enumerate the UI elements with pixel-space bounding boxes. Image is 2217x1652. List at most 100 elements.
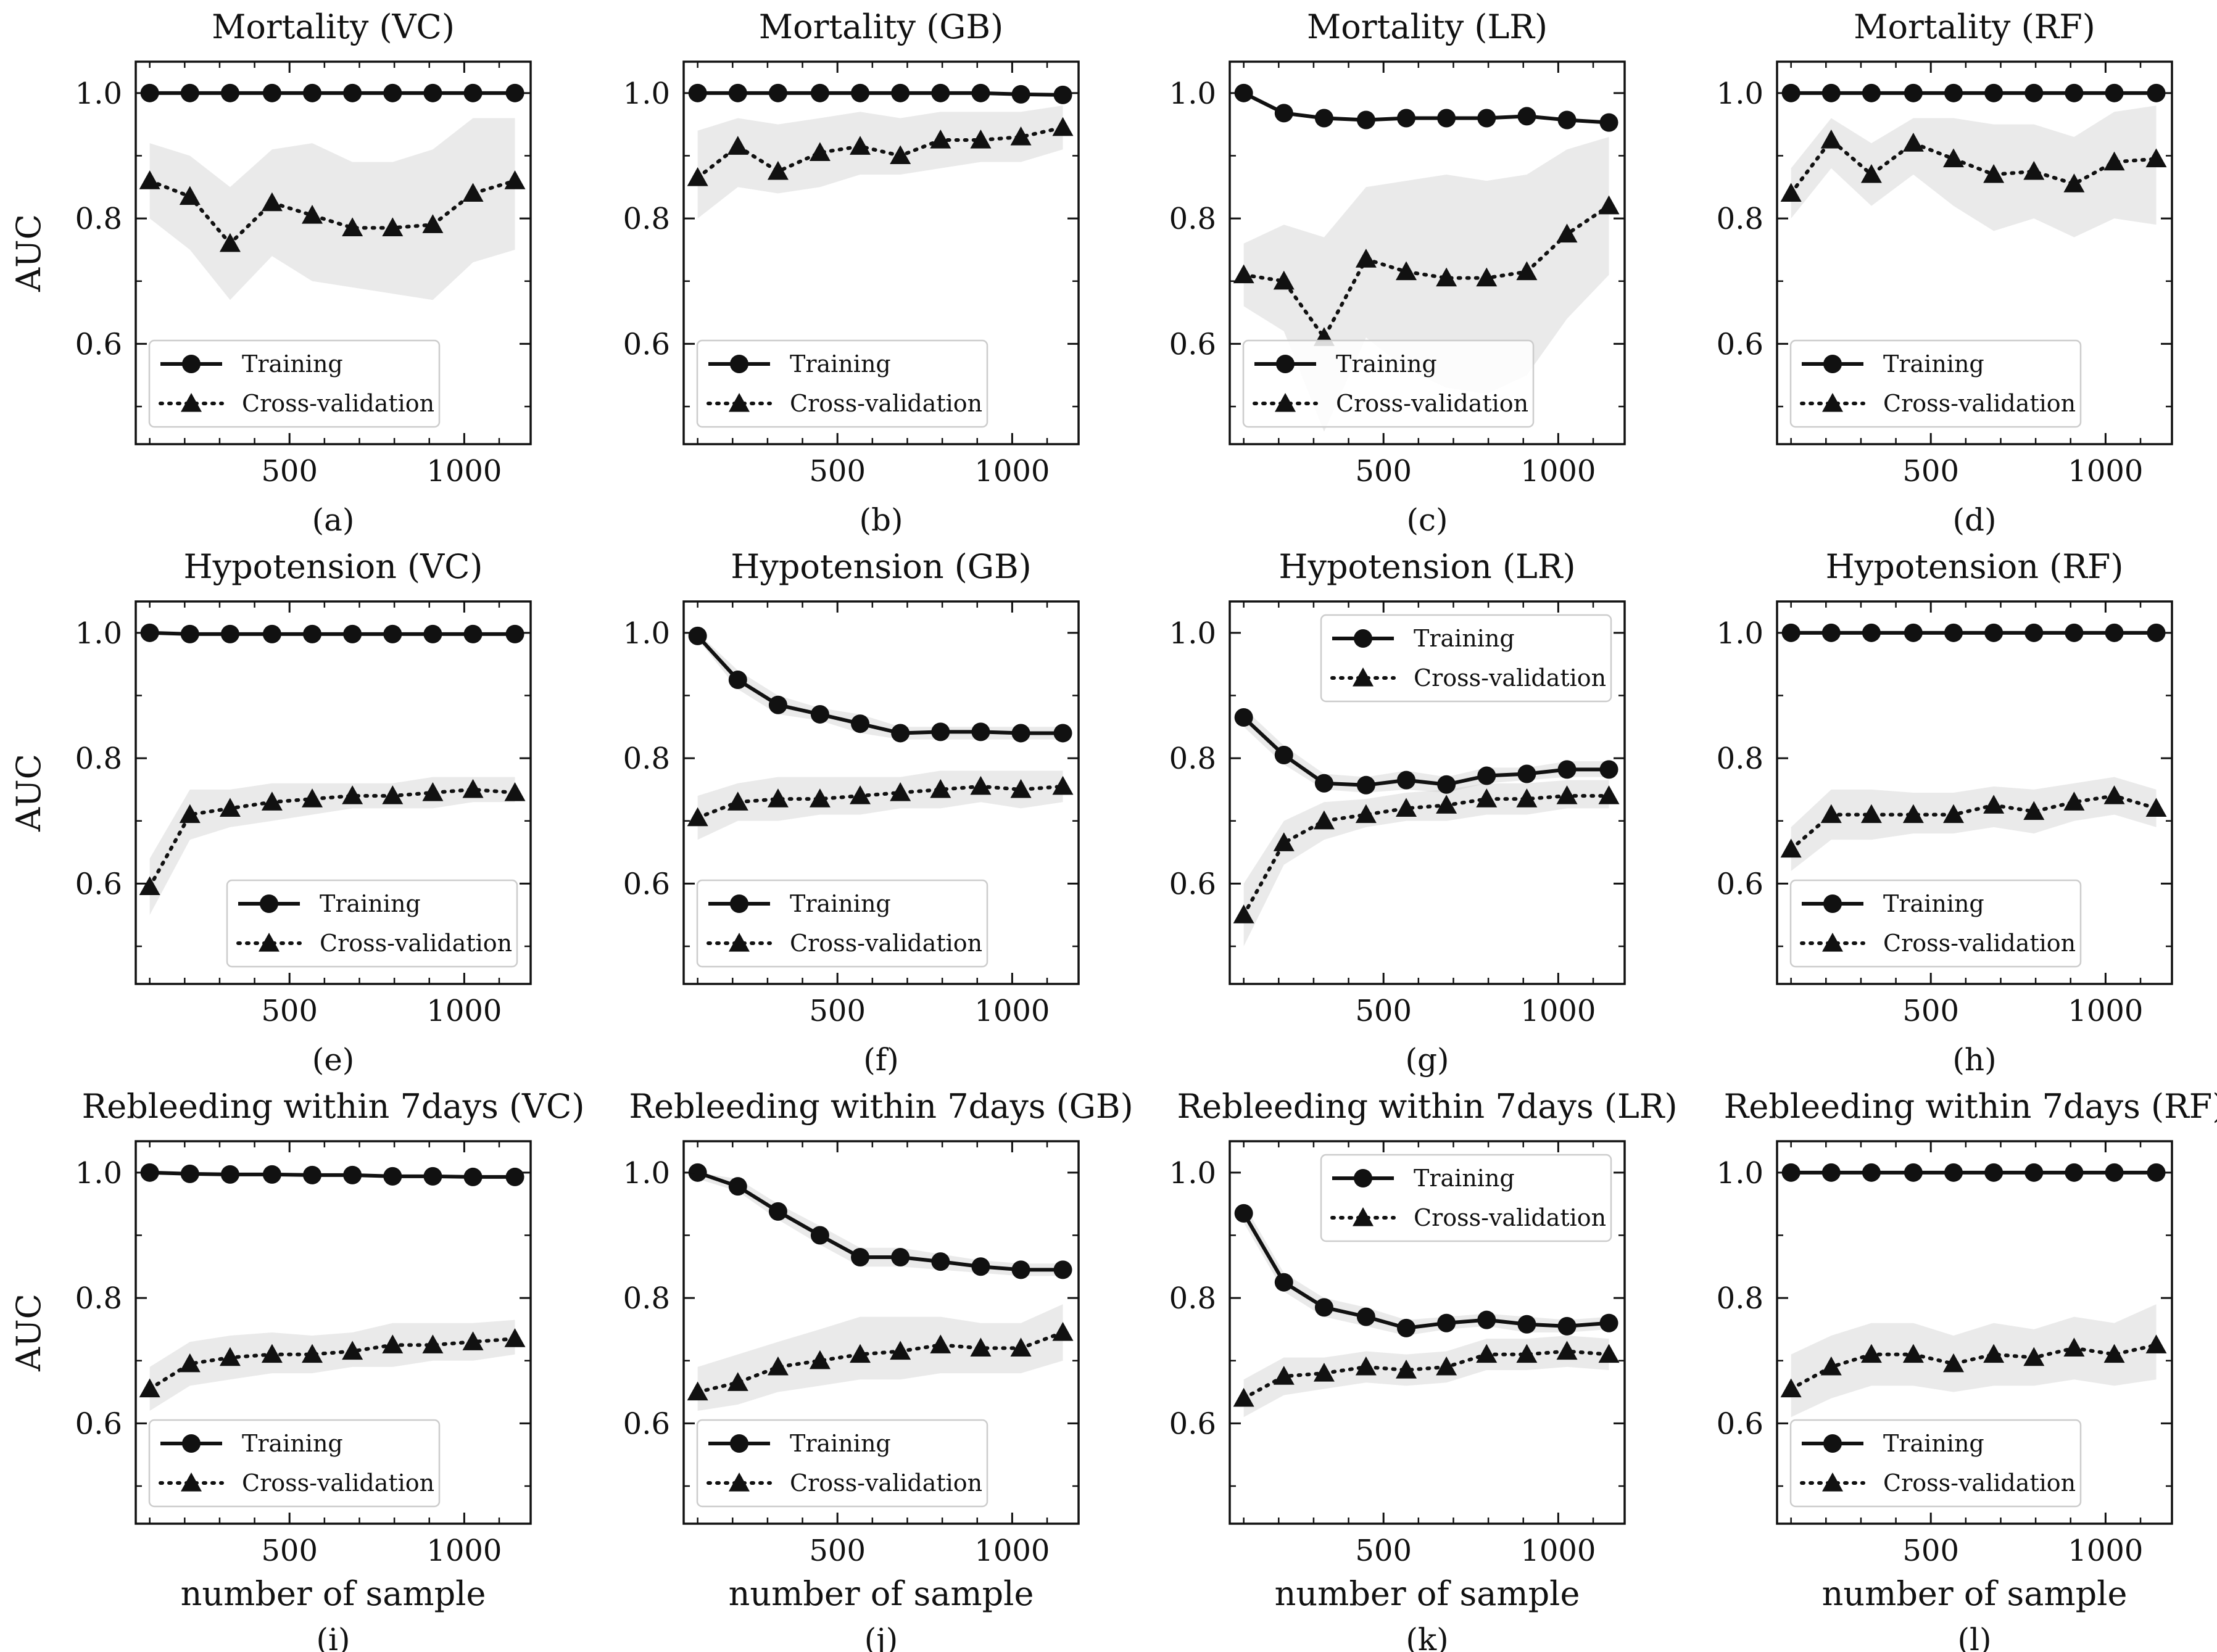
cv-point — [687, 1381, 708, 1401]
training-point — [2024, 1163, 2044, 1182]
x-axis-title: number of sample — [729, 1574, 1034, 1613]
training-point — [1053, 724, 1072, 743]
x-tick-label: 1000 — [1520, 454, 1596, 489]
cv-point — [139, 1378, 160, 1398]
cv-point — [259, 933, 280, 952]
legend: Training Cross-validation — [696, 339, 988, 428]
cv-point — [767, 1356, 789, 1376]
training-point — [688, 83, 707, 102]
cv-point — [809, 788, 831, 807]
legend-cv-label: Cross-validation — [242, 1469, 434, 1497]
training-point — [505, 624, 524, 643]
cv-line — [147, 1337, 517, 1391]
training-point — [1276, 355, 1295, 373]
training-point — [423, 624, 442, 643]
x-axis-title: number of sample — [1275, 1574, 1580, 1613]
panel-k: 0.6 0.8 1.0 500 1000 Rebleeding within 7days … — [1169, 1087, 1678, 1652]
cv-point — [2023, 801, 2045, 820]
cv-point — [422, 782, 444, 801]
x-tick-label: 500 — [261, 454, 318, 489]
training-point — [262, 83, 281, 102]
training-band — [697, 632, 1063, 740]
cv-point — [2063, 791, 2085, 811]
training-point — [2024, 83, 2044, 102]
y-tick-label: 1.0 — [75, 76, 122, 111]
y-axis-title: AUC — [9, 1294, 48, 1372]
y-tick-label: 1.0 — [1169, 616, 1216, 651]
training-point — [343, 1165, 362, 1184]
y-tick-label: 1.0 — [1169, 76, 1216, 111]
cv-point — [1902, 133, 1924, 152]
panel-label: (g) — [1405, 1042, 1449, 1078]
plot-area — [1780, 83, 2167, 237]
cv-point — [139, 876, 160, 896]
y-tick-label: 1.0 — [1717, 76, 1763, 111]
training-point — [1944, 83, 1963, 102]
legend: Training Cross-validation — [1320, 614, 1612, 703]
cv-point — [179, 804, 201, 824]
training-point — [1557, 110, 1577, 130]
cv-point — [382, 1334, 404, 1353]
cv-band — [1791, 105, 2157, 237]
cv-point — [1598, 195, 1620, 215]
x-axis-title: number of sample — [1822, 1574, 2128, 1613]
training-point — [2065, 623, 2084, 642]
training-point — [140, 83, 159, 102]
training-point — [1477, 766, 1496, 785]
cv-point — [2145, 1334, 2167, 1353]
y-tick-label: 0.8 — [1169, 1281, 1216, 1316]
cv-point — [930, 1334, 951, 1353]
training-point — [1821, 1163, 1841, 1182]
training-point — [1011, 1260, 1030, 1279]
y-tick-label: 0.6 — [75, 327, 122, 361]
training-point — [1397, 1318, 1416, 1337]
y-tick-label: 1.0 — [1717, 1156, 1763, 1191]
cv-point — [2023, 1347, 2045, 1366]
legend-training-label: Training — [1336, 350, 1437, 378]
cv-point — [1860, 163, 1882, 183]
training-band — [1243, 1204, 1609, 1336]
legend-training-label: Training — [1883, 1430, 1984, 1457]
cv-point — [890, 145, 911, 165]
cv-point — [1902, 1344, 1924, 1363]
panel-title: Mortality (RF) — [1854, 7, 2095, 46]
training-point — [1397, 770, 1416, 790]
cv-point — [1476, 788, 1498, 807]
legend-cv-label: Cross-validation — [790, 930, 982, 957]
plot-frame — [1229, 600, 1626, 985]
cv-point — [687, 167, 708, 186]
training-point — [1781, 1163, 1801, 1182]
cv-line — [695, 1331, 1065, 1394]
cv-point — [302, 1344, 323, 1363]
cv-point — [382, 217, 404, 236]
plot-frame — [1229, 60, 1626, 445]
cv-point — [809, 1350, 831, 1369]
training-point — [728, 671, 747, 690]
cv-point — [179, 186, 201, 205]
training-point — [810, 1226, 829, 1245]
x-axis-title: number of sample — [181, 1574, 486, 1613]
training-point — [140, 623, 159, 642]
plot-area — [1233, 1204, 1620, 1418]
cv-point — [1780, 838, 1802, 858]
cv-band — [1791, 777, 2157, 872]
plot-frame — [682, 1140, 1080, 1525]
y-tick-label: 0.6 — [1169, 327, 1216, 361]
cv-point — [1822, 393, 1843, 412]
plot-frame — [682, 600, 1080, 985]
y-tick-label: 0.6 — [1717, 327, 1763, 361]
cv-point — [1436, 267, 1457, 287]
panel-label: (i) — [316, 1622, 350, 1652]
cv-point — [1355, 249, 1377, 268]
legend-cv-label: Cross-validation — [1336, 390, 1528, 417]
cv-point — [504, 1328, 526, 1347]
cv-point — [342, 785, 363, 804]
y-tick-label: 0.6 — [623, 1406, 670, 1441]
plot-frame — [1776, 1140, 2173, 1525]
plot-frame — [135, 1140, 532, 1525]
panel-label: (a) — [312, 502, 355, 538]
cv-point — [767, 788, 789, 807]
training-point — [1984, 623, 2004, 642]
cv-point — [2103, 151, 2125, 171]
training-point — [423, 1167, 442, 1186]
